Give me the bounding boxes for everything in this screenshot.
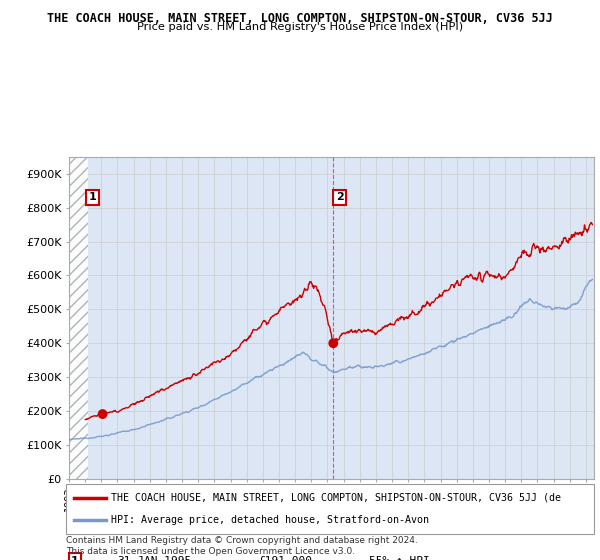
Text: £191,000: £191,000 [258,556,312,560]
Bar [69,157,88,479]
Text: 1: 1 [71,556,79,560]
Point [328,339,338,348]
Text: Price paid vs. HM Land Registry's House Price Index (HPI): Price paid vs. HM Land Registry's House … [137,22,463,32]
Text: Contains HM Land Registry data © Crown copyright and database right 2024.
This d: Contains HM Land Registry data © Crown c… [66,536,418,556]
Text: THE COACH HOUSE, MAIN STREET, LONG COMPTON, SHIPSTON-ON-STOUR, CV36 5JJ (de: THE COACH HOUSE, MAIN STREET, LONG COMPT… [111,493,561,503]
Text: 55% ↑ HPI: 55% ↑ HPI [369,556,430,560]
FancyBboxPatch shape [66,484,594,534]
Point [98,409,107,418]
Text: 1: 1 [88,193,96,203]
Text: HPI: Average price, detached house, Stratford-on-Avon: HPI: Average price, detached house, Stra… [111,515,429,525]
Text: 2: 2 [335,193,343,203]
Text: THE COACH HOUSE, MAIN STREET, LONG COMPTON, SHIPSTON-ON-STOUR, CV36 5JJ: THE COACH HOUSE, MAIN STREET, LONG COMPT… [47,12,553,25]
Text: 31-JAN-1995: 31-JAN-1995 [117,556,191,560]
